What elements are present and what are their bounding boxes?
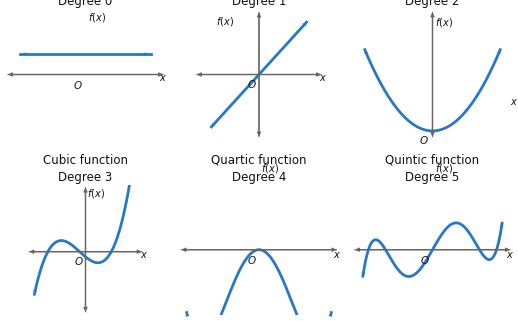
Title: Quartic function
Degree 4: Quartic function Degree 4 (211, 154, 307, 184)
Text: $x$: $x$ (140, 250, 148, 260)
Text: $x$: $x$ (507, 249, 514, 259)
Title: Constant function
Degree 0: Constant function Degree 0 (33, 0, 138, 8)
Text: $x$: $x$ (333, 249, 341, 259)
Text: $O$: $O$ (73, 79, 83, 91)
Text: $x$: $x$ (319, 73, 327, 83)
Text: $f(x)$: $f(x)$ (261, 161, 279, 175)
Title: Cubic function
Degree 3: Cubic function Degree 3 (43, 154, 128, 184)
Text: $O$: $O$ (420, 134, 429, 146)
Text: $f(x)$: $f(x)$ (87, 187, 105, 200)
Text: $f(x)$: $f(x)$ (435, 16, 453, 30)
Text: $f(x)$: $f(x)$ (215, 15, 234, 28)
Text: $f(x)$: $f(x)$ (435, 161, 453, 175)
Text: $O$: $O$ (420, 254, 430, 266)
Text: $O$: $O$ (247, 78, 257, 90)
Text: $O$: $O$ (247, 254, 256, 266)
Text: $x$: $x$ (160, 73, 167, 83)
Text: $O$: $O$ (74, 255, 83, 267)
Title: Linear function
Degree 1: Linear function Degree 1 (214, 0, 304, 8)
Title: Quintic function
Degree 5: Quintic function Degree 5 (385, 154, 480, 184)
Title: Quadratic function
Degree 2: Quadratic function Degree 2 (378, 0, 487, 8)
Text: $x$: $x$ (510, 97, 518, 107)
Text: $f(x)$: $f(x)$ (88, 11, 106, 24)
